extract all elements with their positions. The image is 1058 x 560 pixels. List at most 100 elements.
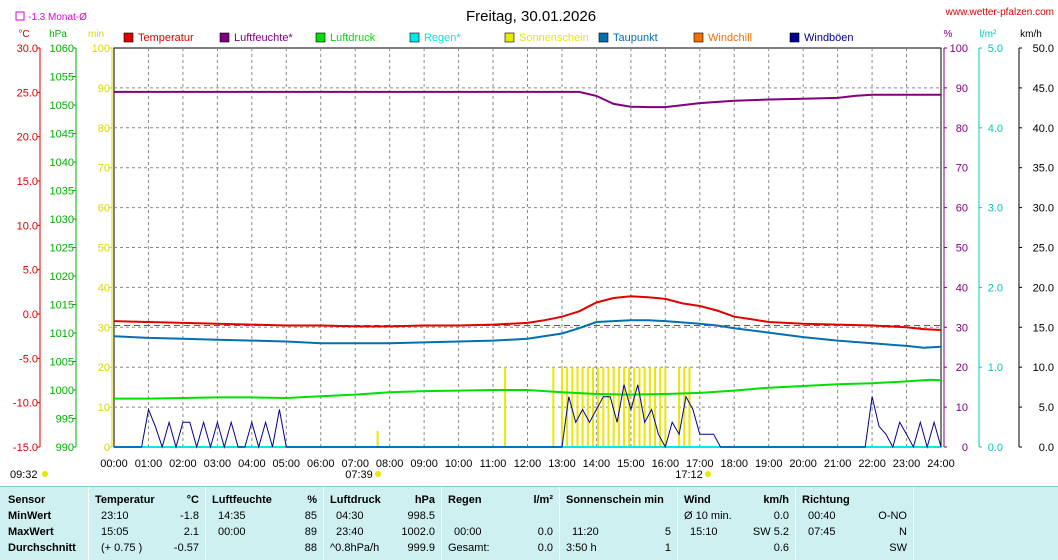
weather-chart: Freitag, 30.01.2026 www.wetter-pfalzen.c… (10, 7, 1054, 481)
axis-tick-humidity: 20 (956, 362, 968, 374)
dir-avg-val: SW (889, 542, 907, 554)
legend-label: Windböen (804, 32, 854, 44)
x-tick-label: 10:00 (445, 458, 473, 470)
axis-tick-temp: 15.0 (17, 176, 38, 188)
wind-min-val: 0.0 (773, 510, 789, 522)
sunshine-bar (643, 367, 646, 447)
sunshine-bar (659, 367, 662, 447)
axis-tick-pressure: 1030 (50, 214, 74, 226)
axis-tick-pressure: 1040 (50, 157, 74, 169)
stats-col-humidity: Luftfeuchte % 14:35 85 00:00 89 88 (206, 487, 324, 560)
legend-label: Regen* (424, 32, 461, 44)
sunshine-bar (581, 367, 584, 447)
axis-tick-sun: 40 (98, 282, 110, 294)
temp-avg-note: (+ 0.75 ) (101, 542, 143, 554)
axis-tick-pressure: 1050 (50, 100, 74, 112)
stats-col-sensor: Sensor MinWert MaxWert Durchschnitt (0, 487, 89, 560)
hum-min-val: 85 (304, 510, 317, 522)
chart-title: Freitag, 30.01.2026 (466, 8, 596, 25)
axis-tick-sun: 60 (98, 203, 110, 215)
legend-swatch (315, 32, 326, 43)
sunshine-bar (571, 367, 574, 447)
legend-label: Sonnenschein (519, 32, 589, 44)
axis-unit-humidity: % (944, 29, 953, 40)
x-tick-label: 02:00 (169, 458, 197, 470)
x-tick-label: 12:00 (514, 458, 542, 470)
x-tick-label: 07:00 (341, 458, 369, 470)
press-max-val: 1002.0 (401, 526, 435, 538)
rain-head: Regen (448, 494, 482, 506)
sunshine-bar (612, 367, 615, 447)
wind-head: Wind (684, 494, 711, 506)
sunshine-bar (653, 367, 656, 447)
axis-tick-humidity: 80 (956, 123, 968, 135)
dir-max-time: 07:45 (808, 526, 836, 538)
dir-min-val: O-NO (878, 510, 907, 522)
x-tick-label: 19:00 (755, 458, 783, 470)
axis-tick-humidity: 0 (962, 442, 968, 454)
axis-tick-rain: 4.0 (988, 123, 1003, 135)
sunshine-bar (628, 367, 631, 447)
sunshine-bar (678, 367, 681, 447)
x-tick-label: 22:00 (858, 458, 886, 470)
sunshine-bar (664, 367, 667, 447)
legend-swatch (789, 32, 800, 43)
hum-head: Luftfeuchte (212, 494, 272, 506)
x-tick-label: 20:00 (789, 458, 817, 470)
temp-head: Temperatur (95, 494, 155, 506)
axis-unit-wind: km/h (1020, 29, 1042, 40)
sunshine-bar (560, 367, 563, 447)
axis-tick-rain: 2.0 (988, 282, 1003, 294)
axis-tick-pressure: 1045 (50, 129, 74, 141)
wind-avg-val: 0.6 (773, 542, 789, 554)
sunset-label: 17:12 (675, 469, 703, 481)
stats-col-sun: Sonnenschein min 11:20 5 3:50 h 1 (560, 487, 678, 560)
sun-max-val: 5 (664, 526, 671, 538)
stats-col-direction: Richtung 00:40 O-NO 07:45 N SW (796, 487, 914, 560)
legend-swatch (123, 32, 134, 43)
legend-label: Windchill (708, 32, 752, 44)
legend-label: Taupunkt (613, 32, 658, 44)
press-head: Luftdruck (330, 494, 381, 506)
sunshine-bar (638, 367, 641, 447)
axis-unit-pressure: hPa (49, 29, 67, 40)
temp-min-time: 23:10 (101, 510, 129, 522)
rain-max-time: 00:00 (454, 526, 482, 538)
axis-tick-pressure: 990 (56, 442, 74, 454)
hum-max-time: 00:00 (218, 526, 246, 538)
series-line (113, 319, 942, 349)
axis-tick-wind: 35.0 (1033, 163, 1054, 175)
sunshine-bar (617, 367, 620, 447)
sun-avg-note: 3:50 h (566, 542, 597, 554)
rain-avg-val: 0.0 (537, 542, 553, 554)
site-link[interactable]: www.wetter-pfalzen.com (945, 7, 1054, 18)
axis-tick-temp: 30.0 (17, 43, 38, 55)
axis-tick-temp: 5.0 (23, 265, 38, 277)
axis-tick-humidity: 90 (956, 83, 968, 95)
sunshine-bar (376, 431, 379, 447)
sun-avg-val: 1 (664, 542, 671, 554)
sunshine-bar (633, 367, 636, 447)
x-tick-label: 16:00 (652, 458, 680, 470)
sun-max-time: 11:20 (572, 526, 599, 538)
x-tick-label: 24:00 (927, 458, 955, 470)
x-tick-label: 03:00 (204, 458, 232, 470)
legend-swatch (409, 32, 420, 43)
rain-max-val: 0.0 (537, 526, 553, 538)
stats-col-wind: Wind km/h Ø 10 min. 0.0 15:10 SW 5.2 0.6 (678, 487, 796, 560)
x-tick-label: 17:00 (686, 458, 714, 470)
axis-tick-sun: 70 (98, 163, 110, 175)
axis-tick-temp: 0.0 (23, 309, 38, 321)
axis-unit-temp: °C (18, 29, 29, 40)
dir-max-val: N (899, 526, 907, 538)
axis-tick-temp: -10.0 (13, 398, 38, 410)
axis-tick-wind: 5.0 (1039, 402, 1054, 414)
x-tick-label: 13:00 (548, 458, 576, 470)
sunrise-icon (375, 471, 381, 477)
axis-tick-pressure: 1000 (50, 385, 74, 397)
axis-tick-sun: 50 (98, 243, 110, 255)
row-label-max: MaxWert (8, 526, 54, 538)
stats-panel: Sensor MinWert MaxWert Durchschnitt Temp… (0, 486, 1058, 560)
axis-tick-temp: 25.0 (17, 87, 38, 99)
legend-label: Temperatur (138, 32, 194, 44)
